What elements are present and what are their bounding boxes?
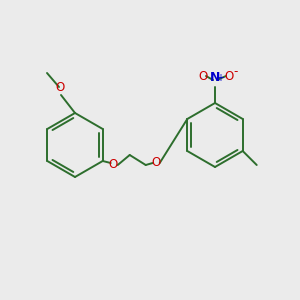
Text: O: O [108,158,117,172]
Text: O: O [224,70,234,83]
Text: -: - [234,65,238,79]
Text: O: O [198,70,208,83]
Text: O: O [151,157,160,169]
Text: +: + [216,73,224,83]
Text: O: O [56,81,64,94]
Text: N: N [210,71,220,84]
